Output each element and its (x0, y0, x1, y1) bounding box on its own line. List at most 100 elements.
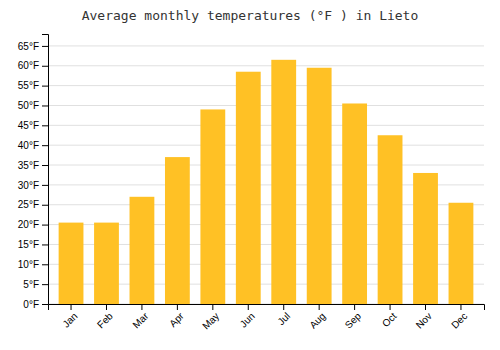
bar (200, 109, 225, 304)
y-tick-label: 40°F (18, 140, 39, 151)
y-tick-mark (42, 264, 48, 265)
x-tick-mark (248, 304, 249, 310)
y-tick-mark (42, 66, 48, 67)
x-tick-mark (283, 304, 284, 310)
y-tick: 30°F (18, 180, 48, 191)
x-tick-label: Jan (60, 310, 79, 329)
bar (378, 135, 403, 304)
y-tick: 25°F (18, 199, 48, 210)
chart-container: Average monthly temperatures (°F ) in Li… (0, 0, 500, 350)
grid-line (48, 45, 484, 46)
y-tick-mark (42, 125, 48, 126)
x-tick-mark (319, 304, 320, 310)
grid-line (48, 165, 484, 166)
bar (413, 173, 438, 304)
y-axis: 0°F 5°F 10°F 15°F 20°F 25°F 30°F 35°F 40°F 45°F 50… (18, 35, 49, 310)
x-tick-label: Jul (275, 310, 292, 327)
bar (342, 103, 367, 304)
y-tick: 60°F (18, 60, 48, 71)
grid-line (48, 145, 484, 146)
x-tick-mark (354, 304, 355, 310)
y-axis-line (42, 35, 49, 305)
y-tick-label: 30°F (18, 180, 39, 191)
x-tick: Sep (343, 304, 364, 331)
chart-title: Average monthly temperatures (°F ) in Li… (82, 8, 419, 23)
chart-svg: Average monthly temperatures (°F ) in Li… (0, 0, 500, 350)
y-tick-label: 50°F (18, 100, 39, 111)
bar (94, 223, 119, 304)
x-tick-label: May (200, 310, 221, 331)
y-tick: 35°F (18, 160, 48, 171)
y-tick-mark (42, 86, 48, 87)
x-tick: Jun (238, 304, 257, 330)
y-tick: 40°F (18, 140, 48, 151)
x-tick: Dec (449, 304, 469, 331)
x-tick-label: Apr (167, 310, 186, 329)
grid (48, 46, 484, 304)
bar (130, 197, 155, 304)
x-tick-mark (425, 304, 426, 310)
x-tick: Nov (414, 304, 434, 331)
x-tick-label: Jun (238, 310, 257, 329)
x-tick-label: Dec (449, 310, 469, 330)
y-tick-mark (42, 284, 48, 285)
x-tick-mark (212, 304, 213, 310)
y-tick-label: 65°F (18, 41, 39, 52)
x-tick-mark (141, 304, 142, 310)
x-tick-label: Feb (95, 310, 115, 330)
y-tick-label: 45°F (18, 120, 39, 131)
y-tick-label: 5°F (23, 279, 39, 290)
x-tick-label: Aug (307, 310, 327, 330)
x-tick: May (200, 304, 221, 332)
bar (59, 223, 84, 304)
y-tick: 65°F (18, 41, 48, 52)
grid-line (48, 85, 484, 86)
x-tick-label: Sep (343, 310, 364, 331)
grid-line (48, 125, 484, 126)
y-tick-label: 25°F (18, 199, 39, 210)
y-tick-label: 35°F (18, 160, 39, 171)
y-tick-mark (42, 205, 48, 206)
bar (271, 60, 296, 304)
y-tick: 50°F (18, 100, 48, 111)
x-axis: Jan Feb Mar Apr May Jun Jul Aug Sep Oct Nov Dec (49, 304, 485, 332)
x-tick-mark (460, 304, 461, 310)
bar (236, 72, 261, 304)
x-tick: Mar (130, 304, 150, 330)
y-tick-mark (42, 185, 48, 186)
y-tick: 45°F (18, 120, 48, 131)
x-tick-label: Mar (130, 310, 150, 330)
bars (59, 60, 474, 304)
grid-line (48, 105, 484, 106)
x-tick-mark (106, 304, 107, 310)
x-tick: Oct (380, 304, 399, 329)
y-tick-mark (42, 105, 48, 106)
x-tick: Jan (60, 304, 79, 330)
y-tick-mark (42, 244, 48, 245)
y-tick-mark (42, 46, 48, 47)
x-tick: Feb (95, 304, 115, 330)
y-tick-label: 55°F (18, 80, 39, 91)
x-tick: Aug (307, 304, 327, 331)
y-tick: 15°F (18, 239, 48, 250)
y-tick-mark (42, 145, 48, 146)
bar (307, 68, 332, 304)
y-tick: 10°F (18, 259, 48, 270)
y-tick-mark (42, 165, 48, 166)
x-tick-mark (71, 304, 72, 310)
bar (449, 203, 474, 304)
plot-area: 0°F 5°F 10°F 15°F 20°F 25°F 30°F 35°F 40°F 45°F 50… (18, 35, 485, 332)
y-tick: 20°F (18, 219, 48, 230)
y-tick-label: 15°F (18, 239, 39, 250)
y-tick-label: 20°F (18, 219, 39, 230)
y-tick-label: 0°F (23, 299, 39, 310)
y-tick-mark (42, 225, 48, 226)
y-tick: 55°F (18, 80, 48, 91)
x-tick: Apr (167, 304, 186, 329)
x-tick: Jul (275, 304, 292, 327)
bar (165, 157, 190, 304)
x-tick-mark (390, 304, 391, 310)
y-tick: 5°F (23, 279, 48, 290)
x-axis-line (49, 305, 485, 311)
x-tick-mark (177, 304, 178, 310)
